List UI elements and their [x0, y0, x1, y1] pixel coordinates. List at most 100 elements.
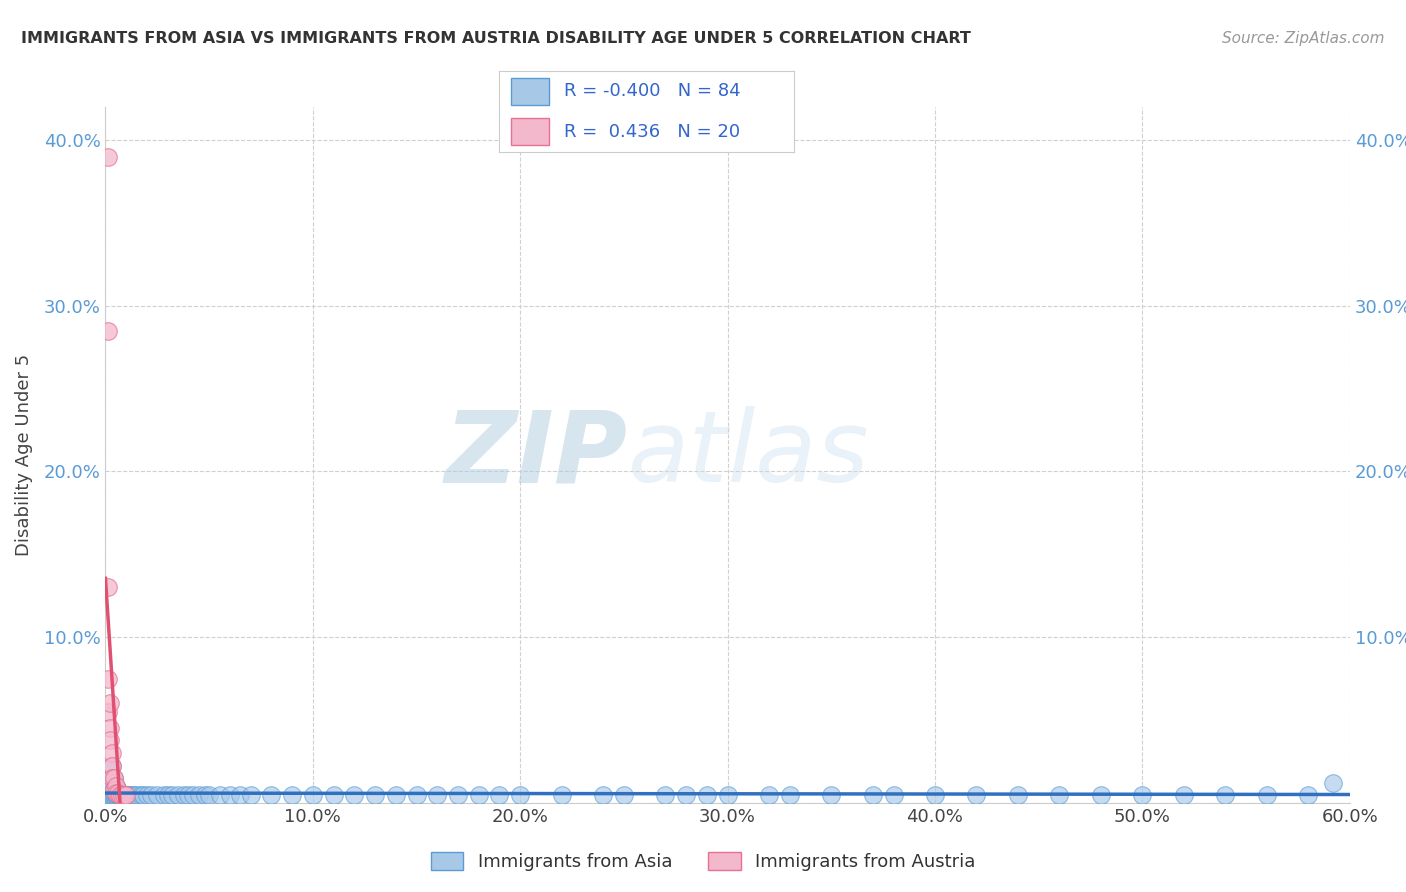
Point	[98, 786, 121, 800]
Point	[107, 782, 129, 797]
Point	[103, 788, 125, 802]
Point	[107, 786, 129, 800]
Point	[187, 788, 209, 802]
Text: ZIP: ZIP	[446, 407, 628, 503]
Point	[104, 788, 127, 802]
Point	[696, 788, 718, 802]
Point	[1007, 788, 1029, 802]
Text: Source: ZipAtlas.com: Source: ZipAtlas.com	[1222, 31, 1385, 46]
Point	[551, 788, 574, 802]
Point	[1215, 788, 1237, 802]
Point	[111, 788, 134, 802]
Legend: Immigrants from Asia, Immigrants from Austria: Immigrants from Asia, Immigrants from Au…	[423, 845, 983, 879]
Point	[194, 788, 217, 802]
Point	[156, 788, 179, 802]
Point	[103, 771, 125, 785]
FancyBboxPatch shape	[510, 78, 550, 105]
Point	[112, 788, 135, 802]
Point	[613, 788, 636, 802]
Point	[100, 786, 122, 800]
Point	[343, 788, 366, 802]
Point	[965, 788, 987, 802]
Text: R = -0.400   N = 84: R = -0.400 N = 84	[564, 82, 741, 101]
Point	[820, 788, 842, 802]
Point	[136, 788, 159, 802]
Point	[100, 746, 122, 760]
Point	[447, 788, 470, 802]
Point	[758, 788, 780, 802]
Point	[98, 788, 121, 802]
Point	[862, 788, 884, 802]
Point	[426, 788, 449, 802]
Text: R =  0.436   N = 20: R = 0.436 N = 20	[564, 122, 740, 141]
Point	[177, 788, 200, 802]
Point	[883, 788, 905, 802]
Point	[173, 788, 195, 802]
Point	[100, 788, 122, 802]
Point	[152, 788, 174, 802]
Point	[924, 788, 946, 802]
Point	[104, 786, 127, 800]
Point	[139, 788, 162, 802]
Point	[96, 672, 118, 686]
Point	[198, 788, 221, 802]
Text: atlas: atlas	[628, 407, 870, 503]
Point	[167, 788, 190, 802]
Point	[96, 150, 118, 164]
Point	[488, 788, 510, 802]
Y-axis label: Disability Age Under 5: Disability Age Under 5	[14, 354, 32, 556]
Point	[104, 779, 127, 793]
Point	[219, 788, 242, 802]
Point	[1256, 788, 1278, 802]
Point	[208, 788, 231, 802]
Point	[111, 788, 134, 802]
Point	[96, 324, 118, 338]
Point	[100, 759, 122, 773]
Point	[120, 788, 142, 802]
Point	[129, 788, 152, 802]
Text: IMMIGRANTS FROM ASIA VS IMMIGRANTS FROM AUSTRIA DISABILITY AGE UNDER 5 CORRELATI: IMMIGRANTS FROM ASIA VS IMMIGRANTS FROM …	[21, 31, 972, 46]
Point	[103, 771, 125, 785]
Point	[675, 788, 697, 802]
Point	[322, 788, 344, 802]
Point	[779, 788, 801, 802]
Point	[1130, 788, 1153, 802]
Point	[103, 786, 125, 800]
Point	[654, 788, 676, 802]
Point	[1173, 788, 1195, 802]
Point	[107, 788, 129, 802]
Point	[302, 788, 325, 802]
Point	[717, 788, 740, 802]
Point	[160, 788, 183, 802]
Point	[98, 697, 121, 711]
Point	[229, 788, 252, 802]
Point	[115, 788, 138, 802]
Point	[96, 779, 118, 793]
Point	[260, 788, 283, 802]
Point	[115, 788, 138, 802]
Point	[509, 788, 531, 802]
Point	[125, 788, 148, 802]
Point	[96, 705, 118, 719]
Point	[104, 786, 127, 800]
Point	[98, 782, 121, 797]
Point	[107, 788, 129, 802]
Point	[96, 581, 118, 595]
Point	[281, 788, 304, 802]
Point	[132, 788, 155, 802]
Point	[100, 771, 122, 785]
Point	[146, 788, 169, 802]
Point	[112, 788, 135, 802]
Point	[1049, 788, 1071, 802]
Point	[98, 732, 121, 747]
Point	[181, 788, 204, 802]
Point	[104, 779, 127, 793]
Point	[592, 788, 614, 802]
Point	[111, 788, 134, 802]
Point	[1296, 788, 1319, 802]
Point	[364, 788, 387, 802]
FancyBboxPatch shape	[510, 118, 550, 145]
Point	[124, 788, 146, 802]
Point	[98, 721, 121, 735]
Point	[96, 788, 118, 802]
